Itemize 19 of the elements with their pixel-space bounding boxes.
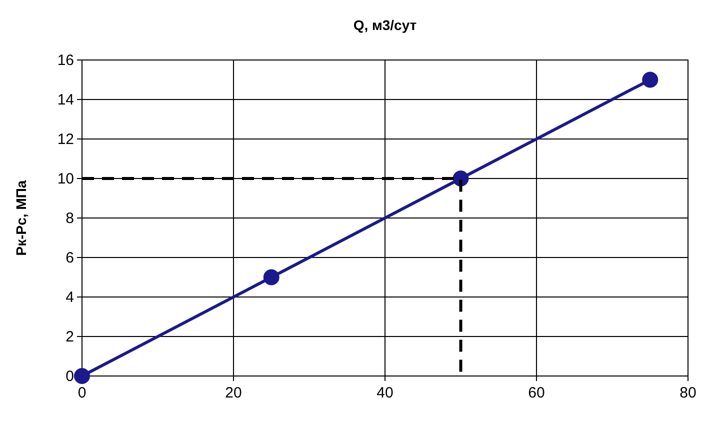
y-tick-label: 8 — [66, 210, 74, 227]
x-axis-title: Q, м3/сут — [353, 17, 417, 33]
x-tick-label: 0 — [78, 384, 86, 402]
y-tick-label: 0 — [66, 368, 74, 385]
point — [263, 269, 280, 286]
y-tick-label: 6 — [66, 249, 74, 266]
y-tick-label: 14 — [57, 91, 74, 108]
y-axis-title: Рк-Рс, МПа — [13, 180, 29, 256]
y-tick-label: 10 — [57, 170, 74, 188]
y-tick-label: 12 — [57, 130, 74, 148]
y-tick-label: 16 — [57, 52, 74, 69]
y-tick-label: 2 — [66, 328, 74, 346]
x-tick-label: 40 — [376, 384, 394, 402]
y-tick-label: 4 — [66, 288, 74, 306]
point — [642, 72, 658, 88]
x-tick-label: 20 — [225, 384, 242, 402]
point — [74, 368, 90, 384]
x-tick-label: 60 — [528, 384, 545, 402]
x-tick-label: 80 — [680, 384, 696, 402]
